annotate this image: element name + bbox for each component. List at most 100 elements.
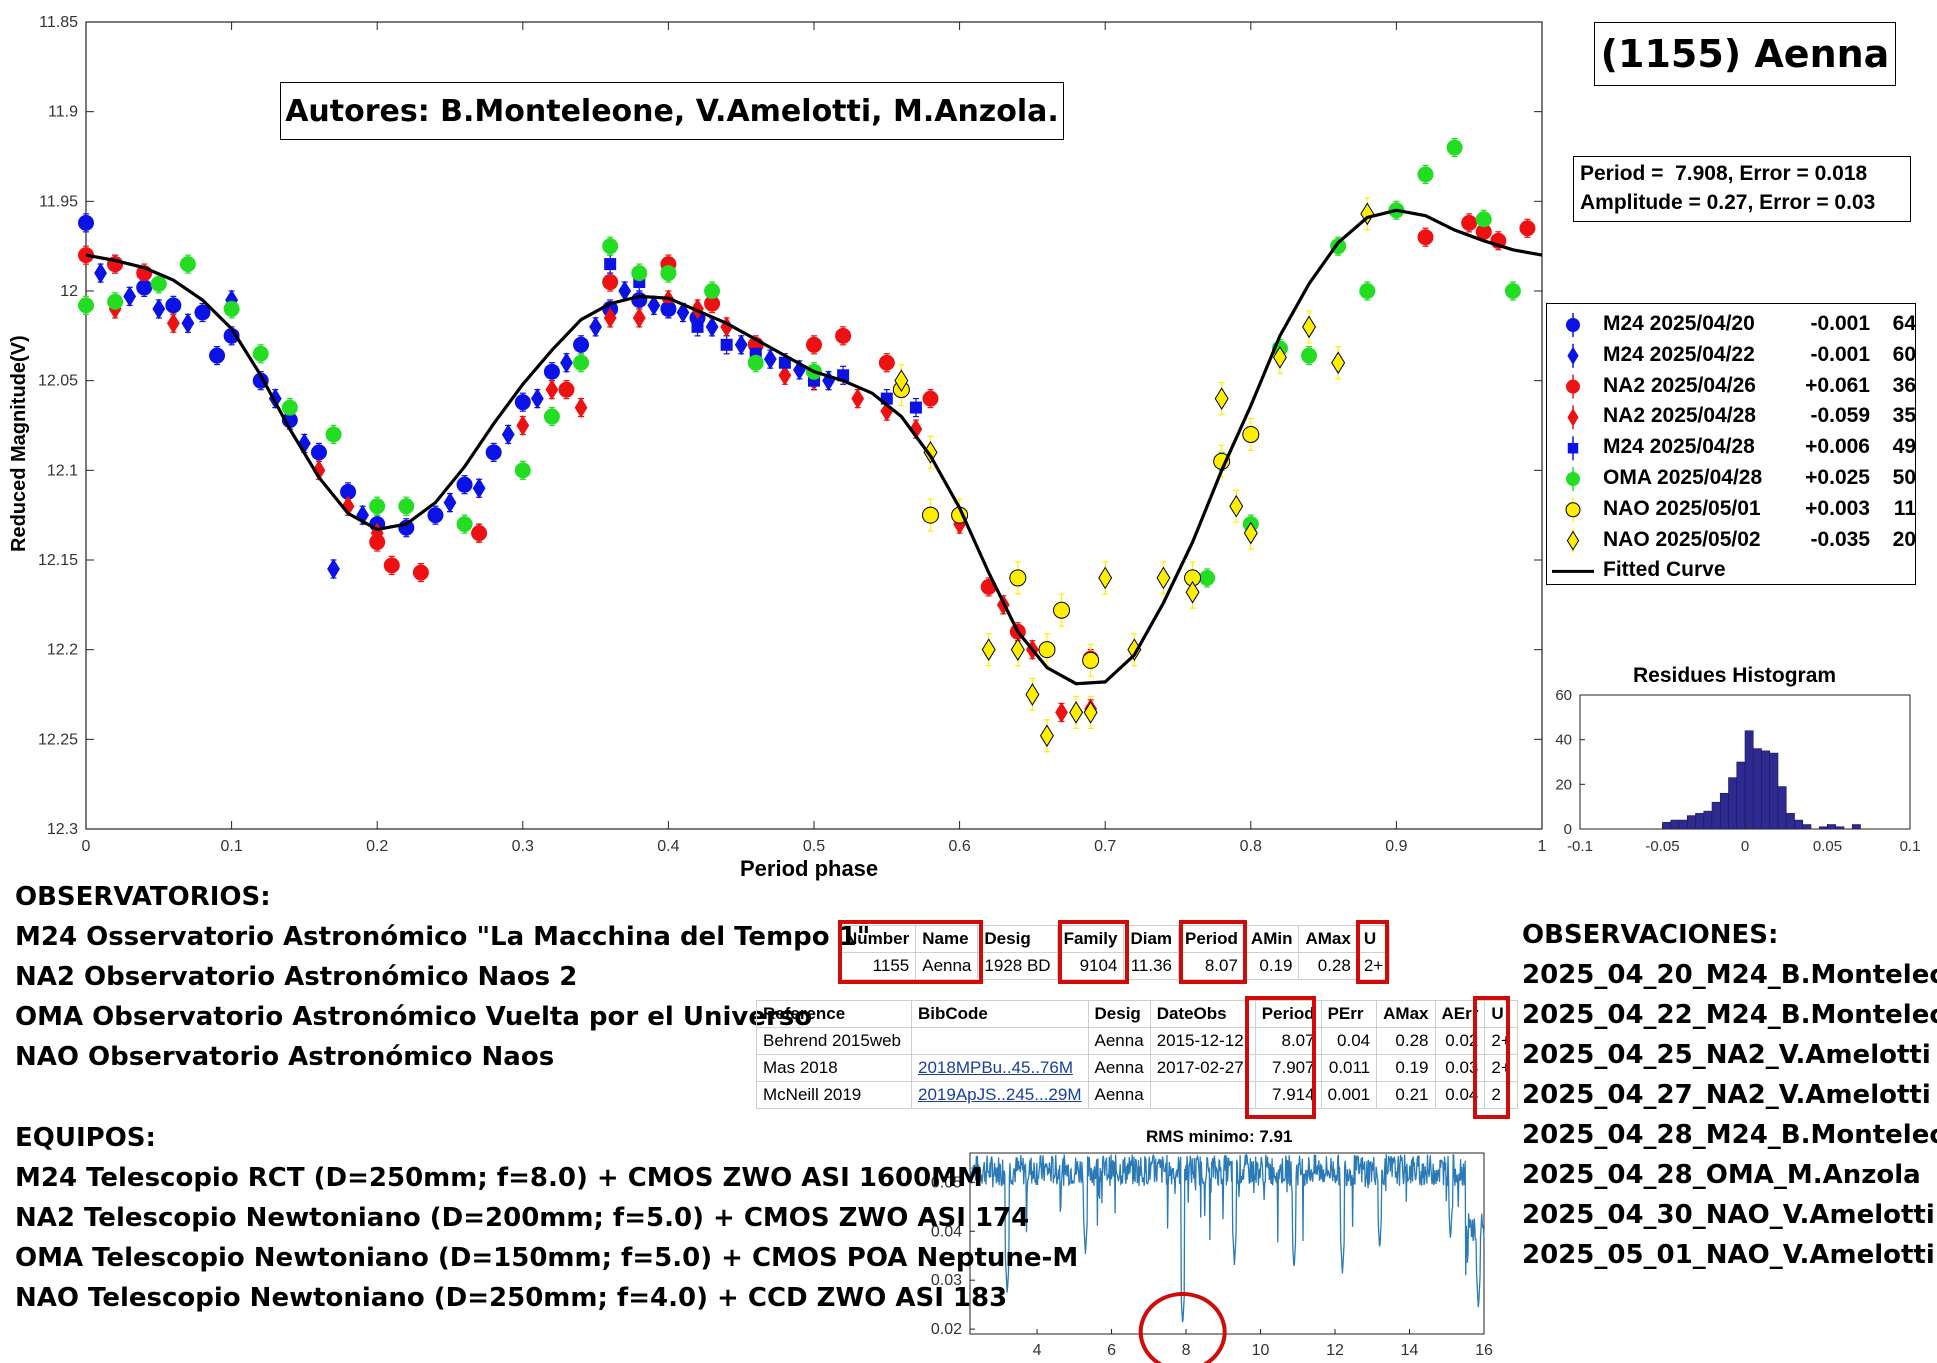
col-period: Period [1178, 925, 1245, 953]
cell: 0.001 [1320, 1081, 1378, 1109]
data-point [1359, 283, 1376, 299]
pg-y-tick-label: 0.02 [931, 1321, 962, 1338]
cell: Mas 2018 [756, 1054, 912, 1082]
equipos-heading: EQUIPOS: [15, 1123, 156, 1153]
data-point [1504, 283, 1521, 299]
legend-entry: OMA 2025/04/28 +0.025 50 [1603, 466, 1916, 490]
data-point [1185, 580, 1200, 604]
data-point [179, 256, 196, 273]
pg-y-tick-label: 0.03 [931, 1272, 962, 1289]
highlight-number-name [838, 920, 983, 984]
table-header-row: Number Name Desig Family Diam Period AMi… [837, 925, 1391, 953]
legend-offset: -0.035 [1810, 527, 1870, 551]
data-point [78, 214, 94, 231]
histogram-bar [1777, 786, 1787, 830]
legend-count: 64 [1892, 312, 1916, 335]
hist-y-tick-label: 60 [1555, 687, 1572, 704]
cell: Behrend 2015web [756, 1027, 912, 1055]
data-point [514, 462, 531, 479]
legend-count: 49 [1892, 435, 1916, 459]
object-title-box: (1155) Aenna [1594, 22, 1896, 86]
residues-histogram: -0.1 -0.05 0 0.05 0.1 0 20 40 60 [1555, 687, 1920, 855]
legend-marker [1566, 472, 1580, 486]
data-point [1009, 569, 1027, 587]
main-chart-points [78, 139, 1536, 748]
highlight-ref-period [1245, 996, 1316, 1119]
observaciones-heading: OBSERVACIONES: [1522, 920, 1779, 950]
data-point [194, 304, 211, 321]
cell: Aenna [915, 952, 979, 980]
histogram-bar [1818, 826, 1828, 830]
pg-y-tick-label: 0.04 [931, 1223, 962, 1240]
hist-x-tick-label: -0.05 [1645, 838, 1679, 855]
histogram-bar [1736, 761, 1746, 830]
legend-count: 11 [1893, 496, 1916, 520]
col-family: Family [1056, 925, 1125, 953]
legend-marker [1566, 530, 1580, 551]
cell: Aenna [1087, 1027, 1151, 1055]
legend-entry: Fitted Curve [1603, 558, 1916, 582]
legend-offset: -0.059 [1810, 404, 1870, 428]
data-point [660, 265, 677, 282]
cell: 2015-12-12 [1149, 1027, 1256, 1055]
histogram-bar [1752, 748, 1762, 830]
data-point [981, 638, 996, 662]
data-point [573, 354, 590, 371]
observacion-line: 2025_04_28_M24_B.Monteleone [1522, 1120, 1937, 1150]
legend-session: NAO 2025/05/01 [1603, 496, 1761, 520]
hist-x-tick-label: 0.1 [1900, 838, 1921, 855]
table-row: Mas 2018 2018MPBu..45..76M Aenna 2017-02… [756, 1054, 1518, 1082]
histogram-bar [1678, 819, 1688, 830]
pg-x-tick-label: 12 [1326, 1342, 1344, 1359]
data-point [340, 483, 357, 500]
bibcode-link[interactable]: 2019ApJS..245...29M [911, 1081, 1089, 1109]
data-point [835, 327, 852, 344]
legend-entry: M24 2025/04/28 +0.006 49 [1603, 435, 1916, 459]
data-point [443, 492, 457, 514]
cell: 2+ [1484, 1027, 1518, 1055]
col-period: Period [1254, 1000, 1322, 1028]
data-point [152, 298, 166, 320]
y-axis-label: Reduced Magnitude(V) [8, 335, 30, 552]
cell: 1928 BD [977, 952, 1058, 980]
pg-x-tick-label: 8 [1182, 1342, 1191, 1359]
cell: 0.04 [1320, 1027, 1378, 1055]
data-point [1243, 521, 1258, 545]
histogram-bar [1728, 777, 1738, 830]
data-point [1038, 641, 1056, 659]
legend-session: NA2 2025/04/28 [1603, 404, 1756, 428]
stats-box: Period = 7.908, Error = 0.018 Amplitude … [1573, 156, 1911, 222]
data-point [1331, 351, 1346, 375]
cell: 2 [1484, 1081, 1518, 1109]
y-tick-label: 11.85 [39, 14, 78, 31]
equipo-line: OMA Telescopio Newtoniano (D=150mm; f=5.… [15, 1243, 1079, 1273]
pg-x-tick-label: 16 [1475, 1342, 1493, 1359]
legend-entry: NA2 2025/04/28 -0.059 35 [1603, 404, 1916, 428]
bibcode-link[interactable] [911, 1027, 1089, 1055]
legend-offset: +0.025 [1805, 466, 1870, 489]
data-point [574, 397, 588, 418]
legend-count [1870, 558, 1916, 582]
legend-entry: NAO 2025/05/02 -0.035 20 [1603, 528, 1916, 552]
x-tick-label: 0.5 [803, 838, 825, 855]
observacion-line: 2025_04_25_NA2_V.Amelotti [1522, 1040, 1931, 1070]
highlight-summary-period [1179, 920, 1247, 984]
legend-offset: +0.061 [1805, 373, 1870, 397]
data-point [778, 356, 791, 369]
histogram-bar [1794, 819, 1804, 830]
lcdb-summary-table: Number Name Desig Family Diam Period AMi… [837, 925, 1391, 980]
cell: 2017-02-27 [1149, 1054, 1256, 1082]
data-point [514, 394, 531, 411]
pg-x-tick-label: 10 [1252, 1342, 1270, 1359]
cell: 1155 [837, 952, 917, 980]
data-point [602, 238, 619, 255]
pg-x-tick-label: 4 [1033, 1342, 1042, 1359]
data-point [851, 388, 865, 409]
data-point [472, 522, 486, 544]
data-point [1083, 701, 1098, 724]
equipo-line: NA2 Telescopio Newtoniano (D=200mm; f=5.… [15, 1203, 1030, 1233]
data-point [369, 498, 386, 515]
histogram-bar [1827, 824, 1837, 830]
data-point [1519, 220, 1536, 237]
bibcode-link[interactable]: 2018MPBu..45..76M [911, 1054, 1089, 1082]
